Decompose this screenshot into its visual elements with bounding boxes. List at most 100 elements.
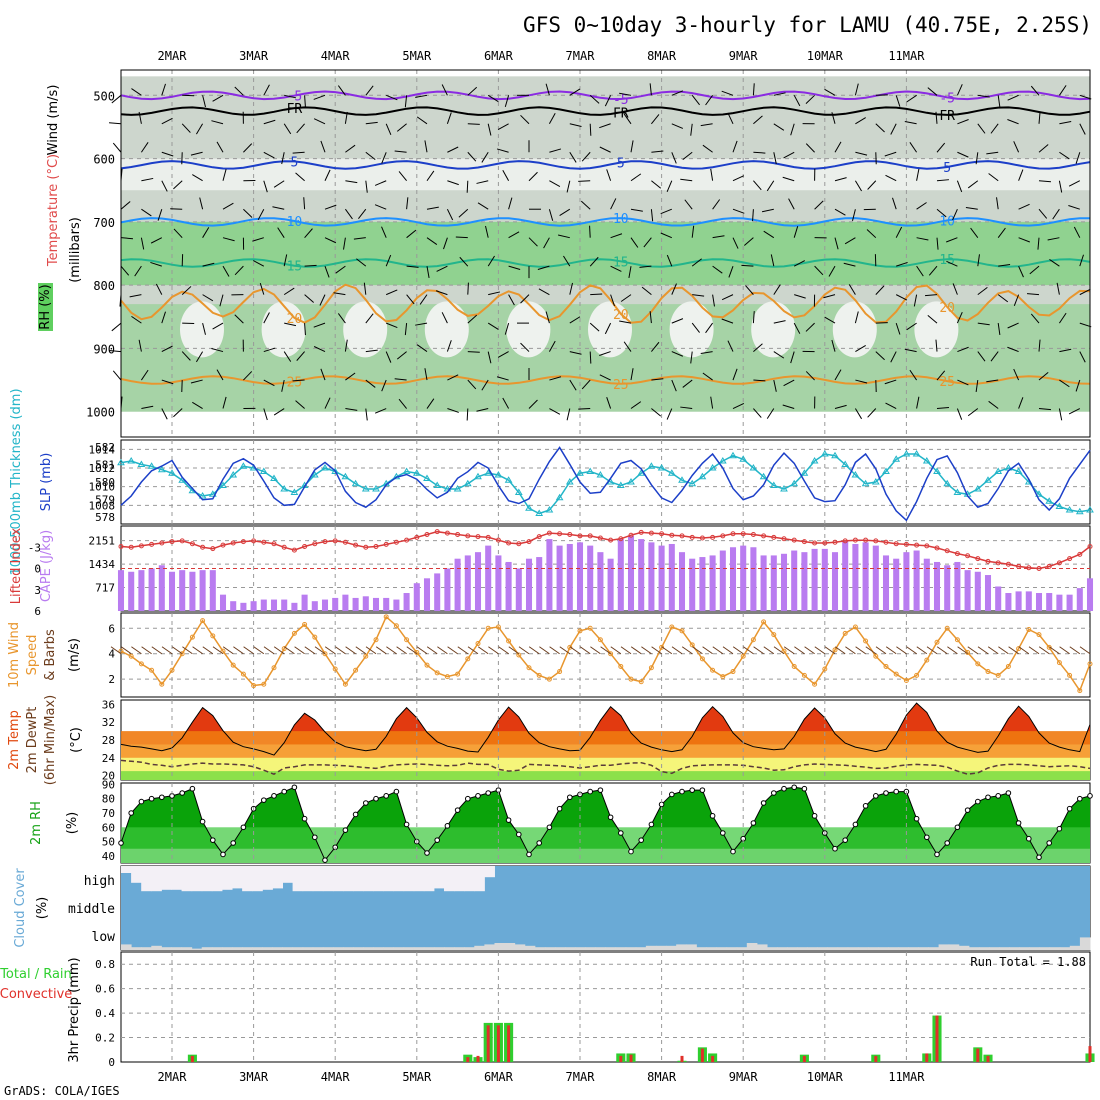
thickness-marker [361,485,370,492]
lifted-index-marker [914,542,920,548]
wind-speed-marker [791,663,797,669]
wind-barb [671,90,684,96]
wind-barb [406,294,415,305]
slp-tick-label: 1008 [89,499,116,512]
cape-bar [821,548,828,611]
wind-barb [752,311,755,324]
rh-marker [281,788,288,795]
cloud-clear-cell [312,866,324,892]
wind-barb [712,646,724,655]
wind-barb [243,208,253,218]
cape-bar [536,557,543,611]
thickness-marker [698,472,707,480]
wind-barb [1038,371,1049,381]
wind-barb [990,123,999,134]
wind-barb [304,294,314,303]
wind-barb [202,646,214,655]
wind-barb [549,148,562,153]
wind-barb [990,351,999,362]
wind-barb [155,283,163,295]
rh-marker [1056,825,1063,832]
cloud-low-cell [181,947,193,950]
wind-barb [345,408,358,411]
wind-barb [151,646,163,655]
cape-bar [699,557,706,611]
cloud-clear-cell [171,866,183,890]
wind-barb [753,379,766,382]
wind-barb [967,646,979,655]
rh-marker [210,837,216,843]
wind-barb [977,646,989,655]
wind-barb [788,198,795,210]
cloud-low-cell [837,947,849,950]
wind-barb [1079,322,1092,328]
cloud-row-label: low [92,930,116,945]
wind-barb [548,209,554,221]
wind-barb [466,180,469,193]
wind-barb [320,140,326,153]
wind-barb [875,285,885,295]
wind-speed-marker [740,653,746,659]
rh-marker [434,837,441,843]
wind-barb [173,408,183,418]
rh-dry-pocket [669,301,714,358]
cloud-low-cell [444,947,455,950]
wind-barb [890,123,897,135]
wind-barb [712,199,721,210]
precip-convective-bar [802,1055,806,1062]
cloud-low-cell [726,947,738,950]
wind-barb [455,236,468,239]
wind-barb [426,398,435,409]
cape-bar [882,555,890,611]
wind-barb [1059,348,1072,353]
wind-barb [263,347,276,353]
wind-barb [855,151,868,156]
precip-convective-bar [986,1055,990,1062]
temp-axis-label: (°C) [69,727,84,753]
cape-bar [495,555,502,611]
wind-barb [1075,152,1081,164]
rh-marker [801,785,808,792]
cape-bar [709,555,716,611]
cloud-clear-cell [444,866,455,892]
y-axis-label: (millibars) [68,217,83,283]
thickness-marker [718,457,727,464]
wind-barb [138,339,142,352]
wind-barb [202,322,206,335]
cape-tick-label: 1434 [89,558,116,571]
wind-barb [344,111,348,124]
rh-marker [709,813,716,819]
wind-barb [936,406,949,410]
cloud-low-cell [433,947,445,950]
wind-barb [895,95,901,107]
wind-barb [1058,312,1067,324]
wind-barb [437,646,448,655]
wind-speed-marker [669,624,675,630]
wind-barb [141,208,152,217]
cape-bar [954,561,961,611]
wind-barb [793,260,806,267]
rh-marker [444,823,451,829]
cloud-low-cell [1029,947,1041,950]
wind-barb [977,254,980,267]
wind-speed-marker [495,624,501,630]
thickness-marker [290,488,299,495]
rh-marker [669,791,675,798]
cape-bar [138,570,145,611]
wind-barb [710,168,714,181]
wind-barb [793,322,801,334]
wind-barb [604,95,612,107]
wind-speed-marker [342,681,348,687]
wind-speed-marker [149,667,155,673]
wind-barb [790,123,795,136]
thickness-marker [678,476,686,483]
cloud-low-cell [524,945,536,950]
cape-bar [729,547,737,611]
rh-marker [271,793,277,799]
rh-marker [342,827,349,833]
wind-barb [671,152,677,164]
wind-speed-marker [302,621,308,627]
y-tick-label: 900 [93,342,115,356]
rh-marker [383,793,390,799]
cloud-low-cell [898,947,909,950]
